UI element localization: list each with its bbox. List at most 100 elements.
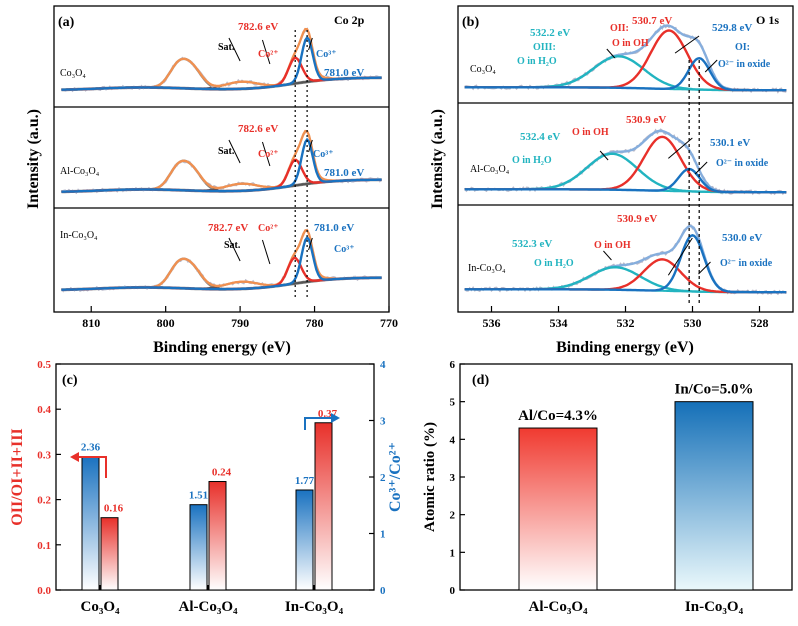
b-subpanel-3 [464, 224, 787, 296]
panel-b-ylabel: Intensity (a.u.) [429, 109, 446, 209]
a3-sat-label: Sat. [224, 240, 241, 251]
a1-sat-label: Sat. [218, 42, 235, 53]
a-raw-data [60, 228, 383, 293]
b2-oi-energy: 530.1 eV [710, 137, 750, 149]
a-subpanel-1 [61, 27, 382, 93]
b-tick-label-534: 534 [550, 316, 568, 330]
panel-b: 536 534 532 530 528 (b) O 1s Binding energy … [429, 5, 794, 356]
c-bar-oii-ratio [100, 517, 119, 591]
d-y-tick-label-5: 5 [450, 397, 456, 409]
b1-sample-label: Co₃O₄ [470, 64, 496, 75]
b2-oi-desc: O²⁻ in oxide [716, 158, 769, 169]
a-co3-arrow [308, 37, 313, 51]
c-bar-co-ratio-label: 1.51 [189, 490, 208, 502]
d-category-label: In-Co₃O₄ [685, 599, 744, 615]
b2-sample-label: Al-Co₃O₄ [470, 164, 510, 175]
b1-oiii-desc: O in H₂O [517, 56, 557, 67]
panel-b-x-ticks: 536 534 532 530 528 [483, 306, 769, 330]
a3-co2-label: Co²⁺ [258, 223, 279, 234]
d-y-tick-label-0: 0 [450, 585, 456, 597]
a-tick-label-780: 780 [306, 316, 324, 330]
b-oi-pointer [694, 161, 708, 175]
a1-co2-energy: 782.6 eV [238, 21, 278, 33]
d-bar-label: Al/Co=4.3% [518, 408, 598, 424]
d-y-tick-label-1: 1 [450, 547, 456, 559]
d-y-tick-label-4: 4 [450, 434, 456, 446]
a1-co3-label: Co³⁺ [316, 49, 337, 60]
panel-a-frame [53, 5, 390, 313]
a3-co2-energy: 782.7 eV [208, 222, 248, 234]
a-raw-data [61, 130, 382, 195]
b1-oi-energy: 529.8 eV [712, 22, 752, 34]
c-right-tick-label-3: 3 [380, 416, 386, 428]
b3-oiii-desc: O in H₂O [534, 258, 574, 269]
a2-co3-label: Co³⁺ [313, 149, 334, 160]
panel-b-reference-lines [688, 60, 700, 304]
c-category-label: In-Co₃O₄ [285, 599, 344, 615]
a-envelope-line [61, 129, 382, 193]
panel-a-curves [60, 27, 383, 293]
a-tick-label-790: 790 [231, 316, 249, 330]
panel-b-title: O 1s [756, 13, 779, 27]
b-tick-label-536: 536 [483, 316, 501, 330]
panel-d-label: (d) [472, 373, 489, 388]
a3-sample-label: In-Co₃O₄ [60, 230, 98, 241]
a-tick-label-810: 810 [82, 316, 100, 330]
c-bar-oii-ratio-label: 0.16 [104, 503, 124, 515]
panel-a-ylabel: Intensity (a.u.) [25, 109, 42, 209]
c-right-tick-label-0: 0 [380, 585, 386, 597]
b-tick-label-532: 532 [617, 316, 635, 330]
c-bar-co-ratio [295, 489, 314, 591]
a-sat-arrow-2 [261, 141, 271, 167]
d-bar-label: In/Co=5.0% [675, 382, 754, 398]
d-y-tick-label-6: 6 [450, 359, 456, 371]
panel-a: 810 800 790 780 770 (a) Co 2p Binding energy… [25, 5, 398, 356]
d-category-label: Al-Co₃O₄ [529, 599, 588, 615]
d-y-tick-label-3: 3 [450, 472, 456, 484]
b3-oi-energy: 530.0 eV [722, 232, 762, 244]
a3-co3-energy: 781.0 eV [314, 222, 354, 234]
c-right-tick-label-2: 2 [380, 472, 386, 484]
b-oii-pointer [668, 137, 693, 159]
panel-a-xlabel: Binding energy (eV) [153, 339, 291, 356]
b-oiii-pointer [603, 250, 612, 261]
a2-co2-energy: 782.6 eV [238, 123, 278, 135]
b-oi-peak [464, 56, 787, 92]
b2-oii-desc: O in OH [572, 127, 609, 138]
c-left-tick-label-0.0: 0.0 [37, 585, 51, 597]
a-co3-arrow [308, 139, 313, 153]
c-bar-co-ratio-label: 1.77 [295, 475, 315, 487]
panel-a-reference-lines [294, 30, 308, 300]
a-tick-label-800: 800 [157, 316, 175, 330]
a-co3-peak [61, 137, 382, 193]
panel-c-right-arrow [304, 413, 340, 430]
c-bar-oii-ratio-label: 0.24 [212, 467, 232, 479]
c-bar-co-ratio [81, 456, 100, 591]
a3-co3-label: Co³⁺ [334, 244, 355, 255]
c-left-tick-label-0.2: 0.2 [37, 495, 51, 507]
panel-a-label: (a) [58, 15, 75, 30]
panel-c-label: (c) [62, 373, 78, 388]
b-oi-pointer [704, 59, 718, 73]
a2-sat-label: Sat. [218, 146, 235, 157]
b-oi-pointer [698, 261, 711, 275]
b-tick-label-530: 530 [684, 316, 702, 330]
panel-c-ticks: 0.0 0.1 0.2 0.3 0.4 0.5 0 1 2 3 4 Co₃O₄ Al-Co₃O₄ In-C… [37, 359, 386, 615]
b2-oiii-energy: 532.4 eV [520, 131, 560, 143]
b3-oii-desc: O in OH [594, 240, 631, 251]
d-bar [674, 401, 754, 591]
a-sat-arrow [228, 237, 241, 262]
b-tick-label-528: 528 [751, 316, 769, 330]
b-oi-peak [464, 234, 787, 294]
c-bar-co-ratio [189, 504, 208, 591]
c-bar-co-ratio-label: 2.36 [81, 442, 101, 454]
a-co3-peak [61, 235, 382, 291]
c-right-tick-label-1: 1 [380, 529, 386, 541]
a2-sample-label: Al-Co₃O₄ [60, 166, 100, 177]
panel-b-curves [464, 23, 787, 296]
a-subpanel-2 [61, 129, 382, 195]
panel-c: 0.0 0.1 0.2 0.3 0.4 0.5 0 1 2 3 4 Co₃O₄ Al-Co₃O₄ In-C… [9, 359, 404, 615]
panel-a-title: Co 2p [334, 13, 365, 27]
b1-oi-name: OI: [735, 42, 750, 53]
